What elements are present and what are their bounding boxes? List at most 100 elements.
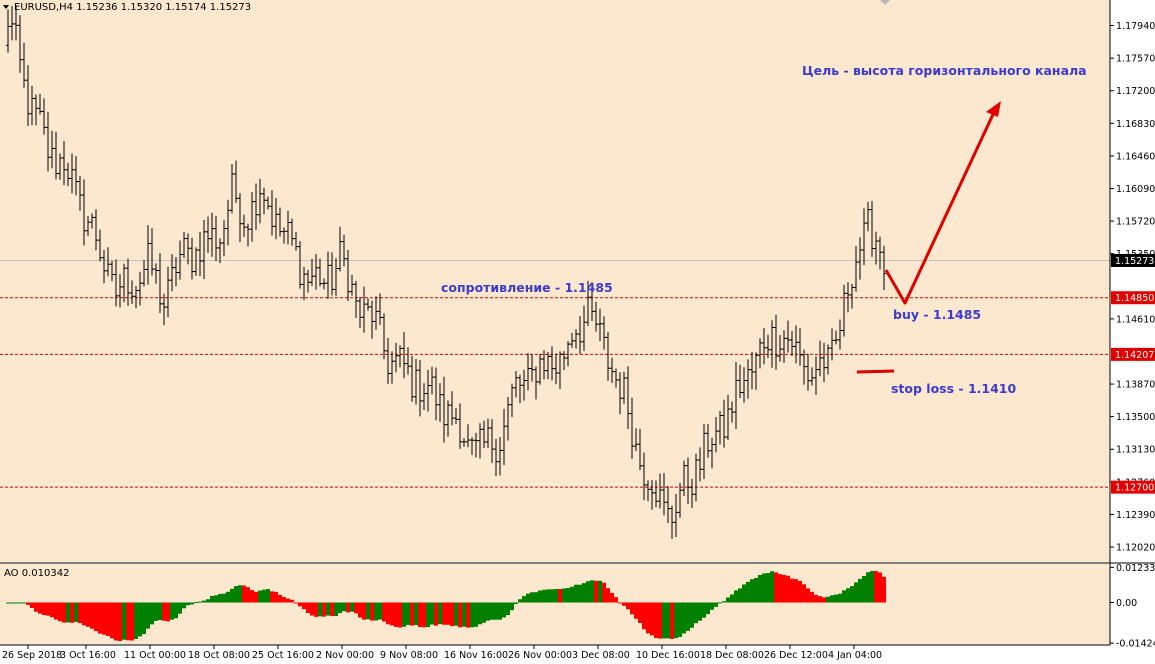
ao-bar [446, 602, 450, 625]
current-price-label: 1.15273 [1115, 256, 1154, 267]
ohlc-bar [302, 267, 306, 301]
ohlc-bar [138, 271, 142, 306]
ao-bar [478, 602, 482, 625]
ao-bar [634, 602, 638, 619]
ohlc-bar [818, 340, 822, 377]
ohlc-bar [122, 263, 126, 303]
ao-bar [394, 602, 398, 627]
ohlc-bar [438, 383, 442, 422]
ohlc-bar [762, 327, 766, 365]
ao-bar [138, 602, 142, 637]
resistance-annotation[interactable]: сопротивление - 1.1485 [441, 280, 613, 295]
price-level-lines[interactable] [0, 297, 1110, 488]
ao-bar [602, 582, 606, 603]
ohlc-bar [250, 192, 254, 242]
ao-bar [786, 575, 790, 603]
forecast-arrow[interactable] [884, 101, 1001, 305]
price-scale[interactable] [1110, 0, 1155, 645]
ohlc-bar [378, 293, 382, 325]
scroll-marker-icon[interactable] [880, 0, 890, 5]
time-scale[interactable] [0, 645, 1155, 664]
ohlc-bar [458, 403, 462, 449]
ohlc-bar [314, 254, 318, 290]
ao-bar [354, 602, 358, 614]
ohlc-bar [618, 372, 622, 415]
ao-bar [670, 602, 674, 639]
symbol-ohlc-label: EURUSD,H4 1.15236 1.15320 1.15174 1.1527… [14, 2, 251, 13]
ao-bar [770, 571, 774, 603]
ohlc-bar [670, 505, 674, 540]
symbol-header[interactable]: EURUSD,H4 1.15236 1.15320 1.15174 1.1527… [3, 2, 251, 13]
price-tick-label: 1.15720 [1116, 217, 1155, 228]
ohlc-bar [82, 179, 86, 246]
price-bars [6, 5, 886, 540]
ohlc-bar [666, 486, 670, 524]
ao-bar [462, 602, 466, 627]
ao-bar [42, 602, 46, 616]
ohlc-bar [490, 419, 494, 464]
ohlc-bar [266, 196, 270, 210]
ohlc-bar [870, 200, 874, 257]
ohlc-bar [366, 298, 370, 311]
ao-bar [838, 593, 842, 603]
ao-bar [442, 602, 446, 625]
ao-bar [290, 599, 294, 603]
forecast-arrow-path[interactable] [884, 107, 998, 305]
ao-bar [550, 589, 554, 603]
ao-bar [726, 597, 730, 603]
ao-bar [54, 602, 58, 620]
ohlc-bar [850, 283, 854, 309]
price-tick-label: 1.14610 [1116, 314, 1155, 325]
ohlc-bar [286, 210, 290, 245]
ohlc-bar [582, 305, 586, 352]
ao-bar [342, 602, 346, 612]
ao-bar [50, 602, 54, 618]
ohlc-bar [634, 428, 638, 452]
ao-bar [214, 595, 218, 603]
ohlc-bar [698, 447, 702, 482]
ohlc-bar [502, 408, 506, 466]
ohlc-bar [106, 247, 110, 277]
ohlc-bar [330, 252, 334, 296]
ohlc-bar [326, 251, 330, 299]
ohlc-bar [626, 366, 630, 430]
ao-bar [230, 588, 234, 603]
ohlc-bar [54, 131, 58, 180]
ao-bar [686, 602, 690, 631]
ohlc-bar [350, 274, 354, 296]
price-tick-label: 1.13500 [1116, 412, 1155, 423]
ao-bar [630, 602, 634, 615]
ohlc-bar [342, 234, 346, 267]
ao-bar [226, 591, 230, 603]
ohlc-bar [562, 351, 566, 371]
ohlc-bar [854, 246, 858, 292]
buy-annotation[interactable]: buy - 1.1485 [893, 307, 981, 322]
target-annotation[interactable]: Цель - высота горизонтального канала [802, 63, 1087, 78]
ao-bar [834, 594, 838, 603]
stop-loss-line[interactable] [856, 369, 895, 374]
ao-bar [678, 602, 682, 638]
ao-bar [618, 602, 622, 604]
ao-bar [570, 586, 574, 603]
ao-tick-label: 0.012336 [1116, 563, 1155, 574]
ao-bar [642, 602, 646, 630]
price-tick-label: 1.17940 [1116, 21, 1155, 32]
ao-bar [486, 602, 490, 621]
ao-bar [190, 602, 194, 605]
ohlc-bar [46, 111, 50, 172]
ohlc-bar [178, 240, 182, 280]
ohlc-bar [710, 437, 714, 469]
ao-bar [94, 602, 98, 632]
ao-bar [454, 602, 458, 626]
time-tick-label: 25 Oct 16:00 [252, 650, 314, 661]
ohlc-bar [246, 223, 250, 247]
stop-loss-annotation[interactable]: stop loss - 1.1410 [891, 381, 1016, 396]
ohlc-bar [822, 342, 826, 383]
ohlc-bar [334, 258, 338, 296]
ohlc-bar [110, 260, 114, 282]
time-tick-label: 11 Oct 00:00 [124, 650, 186, 661]
triangle-down-icon[interactable] [3, 5, 9, 9]
price-tick-label: 1.17200 [1116, 86, 1155, 97]
